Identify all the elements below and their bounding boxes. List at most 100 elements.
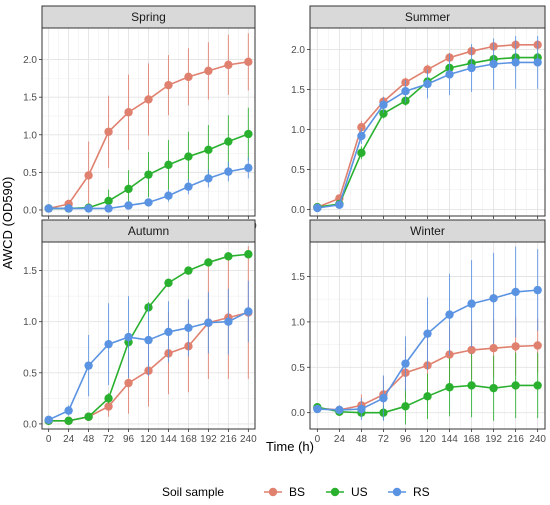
data-point <box>204 174 213 183</box>
panel-border <box>41 27 256 217</box>
panel-title: Spring <box>131 10 166 24</box>
data-point <box>401 402 410 411</box>
panel-border <box>41 241 256 430</box>
series-rs <box>44 157 253 213</box>
data-point <box>511 342 520 351</box>
y-tick-label: 0.0 <box>23 205 37 216</box>
data-point <box>379 100 388 110</box>
legend-label: US <box>351 485 368 499</box>
data-point <box>357 123 366 132</box>
data-point <box>124 184 133 194</box>
data-point <box>489 344 498 353</box>
y-tick-label: 1.0 <box>291 125 305 136</box>
data-point <box>164 327 173 337</box>
data-point <box>184 152 193 161</box>
x-tick-label: 72 <box>378 434 390 445</box>
data-point <box>204 145 213 155</box>
data-point <box>224 60 233 70</box>
data-point <box>104 196 113 206</box>
x-tick-label: 240 <box>529 434 546 445</box>
panel-autumn: Autumn 0 24 48 72 96 120 144 168 192 216 240 0.0 0.5 1… <box>23 219 257 445</box>
data-point <box>445 310 454 319</box>
data-point <box>184 266 193 275</box>
data-point <box>423 392 432 401</box>
x-tick-label: 0 <box>315 434 321 445</box>
x-tick-label: 192 <box>485 434 502 445</box>
data-point <box>164 80 173 90</box>
x-tick-label: 120 <box>140 434 157 445</box>
data-point <box>64 416 73 426</box>
data-point <box>244 163 253 173</box>
data-point <box>489 294 498 303</box>
legend-item-us: US <box>326 485 368 499</box>
data-point <box>533 58 542 67</box>
x-tick-label: 144 <box>160 434 177 445</box>
data-point <box>423 329 432 338</box>
data-point <box>467 381 476 390</box>
panel-spring: Spring0244872961201441681922162400.00.51… <box>23 5 257 232</box>
data-point <box>104 204 113 213</box>
x-tick-label: 168 <box>180 434 197 445</box>
data-point <box>144 198 153 207</box>
data-point <box>533 381 542 390</box>
data-point <box>244 250 253 259</box>
y-tick-label: 1.0 <box>291 317 305 328</box>
y-tick-label: 0.5 <box>23 168 37 179</box>
y-tick-label: 0.0 <box>23 419 37 430</box>
data-point <box>164 278 173 288</box>
y-tick-label: 2.0 <box>291 45 305 56</box>
data-point <box>224 317 233 326</box>
series-layer <box>313 36 542 213</box>
x-tick-label: 120 <box>419 434 436 445</box>
data-point <box>401 359 410 368</box>
y-axis-title: AWCD (OD590) <box>0 177 15 270</box>
data-point <box>184 323 193 333</box>
data-point <box>124 108 133 117</box>
data-point <box>84 204 93 213</box>
series-layer <box>44 33 253 213</box>
legend-label: RS <box>413 485 430 499</box>
panel-border <box>309 241 546 430</box>
data-point <box>184 182 193 191</box>
x-tick-label: 0 <box>46 434 52 445</box>
data-point <box>511 287 520 297</box>
panel-title: Summer <box>405 10 450 24</box>
panel-summer: Summer0244872961201441681922162400.00.51… <box>291 5 546 232</box>
data-point <box>533 285 542 295</box>
data-point <box>84 361 93 370</box>
data-point <box>124 332 133 342</box>
x-tick-label: 240 <box>240 434 257 445</box>
x-tick-label: 24 <box>334 434 346 445</box>
data-point <box>104 402 113 411</box>
panel-border <box>309 27 546 217</box>
y-tick-label: 0.0 <box>291 408 305 419</box>
data-point <box>467 299 476 308</box>
data-point <box>511 381 520 390</box>
series-rs <box>313 246 542 421</box>
data-point <box>124 201 133 210</box>
y-tick-label: 0.5 <box>23 368 37 379</box>
data-point <box>467 63 476 73</box>
legend-swatch-point <box>330 487 340 497</box>
data-point <box>144 335 153 345</box>
data-point <box>104 394 113 403</box>
data-point <box>379 393 388 403</box>
data-point <box>335 200 344 209</box>
y-tick-label: 1.5 <box>291 85 305 96</box>
y-tick-label: 1.5 <box>23 266 37 277</box>
y-tick-label: 0.0 <box>291 205 305 216</box>
x-tick-label: 216 <box>507 434 524 445</box>
legend-swatch-point <box>268 487 278 497</box>
y-tick-label: 1.5 <box>23 93 37 104</box>
data-point <box>104 127 113 136</box>
y-tick-label: 1.5 <box>291 272 305 283</box>
data-point <box>533 341 542 350</box>
data-point <box>244 129 253 139</box>
data-point <box>44 415 53 425</box>
data-point <box>467 345 476 355</box>
data-point <box>379 109 388 118</box>
y-tick-label: 1.0 <box>23 317 37 328</box>
data-point <box>224 167 233 176</box>
y-tick-label: 0.5 <box>291 165 305 176</box>
